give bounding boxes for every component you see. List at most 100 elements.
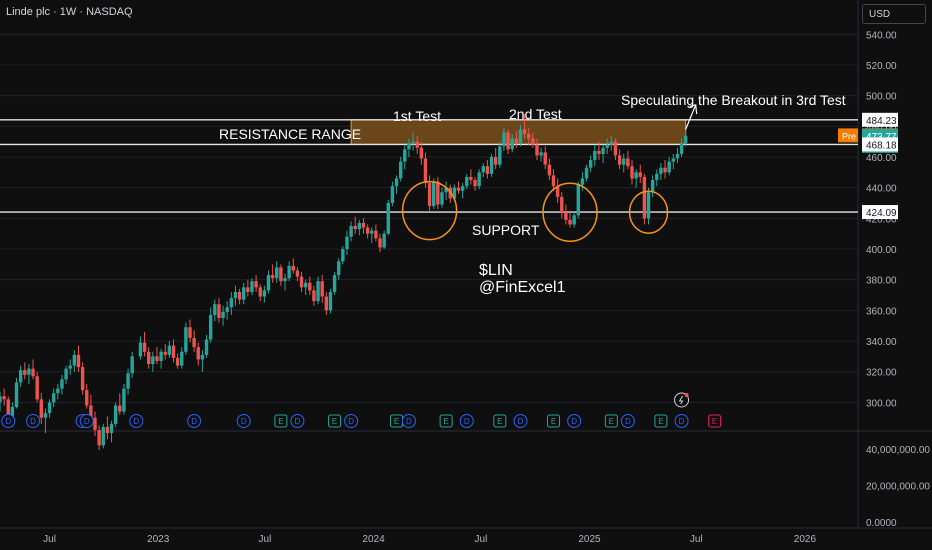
candle-body [588,160,593,168]
support-circle [542,182,598,242]
candle-body [64,368,68,380]
candle-body [324,296,329,311]
candle-body [147,351,151,365]
candle-body [535,144,539,156]
price-tick-label: 500.00 [866,92,897,103]
time-tick-label: Jul [259,534,272,545]
event-marker-label: E [443,417,448,426]
candle-body [622,158,626,165]
candle-body [415,141,419,148]
earnings-marker [439,414,453,428]
event-marker-label: D [241,417,247,426]
event-marker-label: E [551,417,556,426]
volume-tick-label: 0.0000 [866,518,897,529]
candle-body [196,347,200,360]
event-marker-label: E [658,417,663,426]
candle-body [398,161,403,179]
breakout-arrowhead [689,104,698,115]
price-tick-label: 400.00 [866,245,897,256]
price-tick-label: 480.00 [866,122,897,133]
candle-body [76,354,81,368]
dividend-marker [1,414,16,428]
candle-body [258,287,262,297]
candle-body [386,202,390,234]
event-marker-label: D [679,417,685,426]
candle-body [237,291,242,300]
candle-body [213,304,217,315]
candle-body [180,351,184,366]
candle-body [130,356,134,374]
candle-body [539,152,543,156]
candle-body [555,186,560,197]
candle-body [675,153,680,159]
line-price-badge [862,112,898,127]
support-circle [628,190,669,234]
candle-body [514,138,519,144]
candle-body [31,368,35,377]
candle-body [679,143,684,154]
support-circle [401,180,458,241]
candle-body [493,156,498,165]
candle-body [341,249,345,262]
candle-body [18,370,23,383]
candle-body [411,141,415,144]
candle-body [456,187,461,191]
notification-dot [684,393,689,397]
lightning-icon [674,392,690,408]
candle-body [671,158,675,162]
dividend-marker [26,414,41,428]
candle-body [527,133,531,139]
candle-body [200,354,205,360]
candle-body [316,281,320,302]
speculating-label: Speculating the Breakout in 3rd Test [621,92,846,108]
candle-body [436,181,440,205]
candle-body [93,417,97,430]
price-tick-label: 320.00 [866,368,897,379]
candle-body [262,290,267,297]
candle-body [667,161,671,173]
candle-body [601,147,605,154]
event-marker-label: E [332,417,337,426]
volume-tick-label: 40,000,000.00 [866,445,930,456]
price-tick-label: 520.00 [866,61,897,72]
candle-body [217,304,221,319]
candle-body [613,141,618,156]
candle-body [432,181,436,207]
candle-body [60,379,64,389]
candle-body [279,267,283,282]
test1-label: 1st Test [393,108,441,124]
candle-body [655,173,659,180]
event-marker-label: D [406,417,412,426]
candle-body [14,382,19,407]
currency-button[interactable]: USD [862,4,926,24]
symbol-header[interactable]: Linde plc · 1W · NASDAQ [6,6,133,18]
candle-body [609,141,614,145]
candle-body [502,132,506,147]
dividend-marker [290,414,305,428]
time-tick-label: 2025 [578,534,601,545]
candle-body [242,287,246,300]
line-price-badge [862,205,898,220]
candle-body [345,236,349,250]
candle-body [287,265,291,279]
candle-body [270,275,275,279]
event-marker-label: E [497,417,502,426]
earnings-marker [708,414,722,428]
candle-body [295,270,300,277]
candle-body [155,356,159,361]
candle-body [126,373,130,389]
dividend-marker [567,414,582,428]
candle-body [390,186,395,203]
price-tick-label: 340.00 [866,337,897,348]
candle-body [299,276,304,288]
dividend-marker [129,414,144,428]
candle-body [35,376,39,400]
candle-body [683,135,688,144]
candle-body [349,226,353,237]
candle-body [122,388,126,412]
candle-body [642,176,647,219]
time-tick-label: Jul [690,534,703,545]
time-tick-label: 2026 [794,534,817,545]
candle-body [85,390,89,406]
